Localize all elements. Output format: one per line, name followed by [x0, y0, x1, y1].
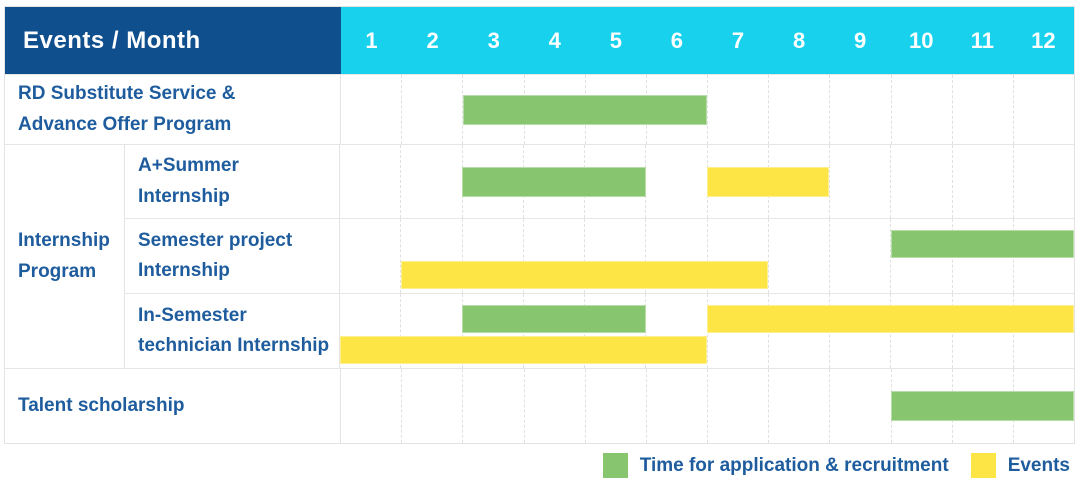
month-gridline-column: [402, 75, 464, 144]
month-header-cell: 12: [1031, 27, 1056, 53]
month-header-strip: 1 2 3 4 5 6 7 8 9 10 11 12: [341, 7, 1074, 74]
month-gridline-column: [769, 145, 830, 218]
month-gridline-column: [769, 369, 831, 443]
row-in-semester-technician: In-Semester technician Internship: [125, 293, 1074, 368]
row-semester-project: Semester project Internship: [125, 218, 1074, 293]
chart-a-plus-summer: [340, 145, 1074, 218]
month-gridline-column: [769, 75, 831, 144]
month-gridline-column: [646, 294, 708, 368]
month-gridline-column: [708, 219, 769, 293]
month-gridline-column: [340, 294, 402, 368]
month-header-cell: 7: [731, 27, 745, 53]
row-label-rd-substitute: RD Substitute Service & Advance Offer Pr…: [5, 75, 341, 144]
month-gridline-column: [1014, 145, 1074, 218]
month-gridline-column: [340, 219, 402, 293]
month-gridline-column: [891, 145, 953, 218]
month-gridline-column: [401, 219, 463, 293]
month-gridline-column: [647, 369, 709, 443]
month-gridline-column: [646, 145, 708, 218]
legend-item-events: Events: [970, 453, 1070, 478]
legend-label-events: Events: [1007, 454, 1070, 476]
chart-talent-scholarship: [341, 369, 1074, 443]
month-gridline-column: [769, 219, 830, 293]
row-rd-substitute: RD Substitute Service & Advance Offer Pr…: [5, 74, 1074, 144]
month-gridline-column: [892, 75, 953, 144]
month-header-cell: 6: [670, 27, 684, 53]
legend: Time for application & recruitment Event…: [602, 453, 1070, 478]
month-gridline-column: [953, 145, 1014, 218]
month-gridline-column: [647, 75, 709, 144]
month-gridline-column: [830, 75, 892, 144]
row-talent-scholarship: Talent scholarship: [5, 368, 1074, 443]
events-month-header: Events / Month: [5, 7, 341, 74]
month-gridline-column: [341, 75, 403, 144]
month-gridline-column: [586, 369, 647, 443]
month-gridline-column: [830, 219, 892, 293]
month-header-cell: 2: [426, 27, 439, 53]
green-schedule-bar: [890, 391, 1074, 421]
month-header-cell: 11: [970, 27, 994, 53]
month-gridline-column: [463, 369, 525, 443]
yellow-swatch-icon: [970, 453, 996, 478]
legend-label-application-recruitment: Time for application & recruitment: [639, 454, 949, 476]
yellow-schedule-bar: [340, 336, 707, 364]
green-schedule-bar: [463, 94, 708, 125]
month-gridline-column: [708, 75, 770, 144]
month-header-cell: 10: [909, 27, 934, 53]
month-gridline-column: [1014, 75, 1074, 144]
month-gridline-column: [340, 145, 402, 218]
green-schedule-bar: [462, 305, 646, 333]
row-label-talent-scholarship: Talent scholarship: [5, 369, 341, 443]
row-label-a-plus-summer: A+Summer Internship: [125, 145, 340, 218]
yellow-schedule-bar: [707, 305, 1074, 333]
month-header-cell: 1: [365, 27, 378, 53]
month-gridline-column: [402, 369, 464, 443]
gantt-table: Events / Month 1 2 3 4 5 6 7 8 9 10 11 12 RD Substi…: [4, 6, 1075, 444]
month-gridline-column: [525, 369, 586, 443]
group-label-internship-program: Internship Program: [5, 145, 125, 368]
row-label-semester-project: Semester project Internship: [125, 219, 340, 293]
legend-item-application-recruitment: Time for application & recruitment: [602, 453, 949, 478]
month-gridline-column: [585, 219, 647, 293]
month-gridline-column: [401, 145, 463, 218]
month-gridline-column: [524, 219, 585, 293]
yellow-schedule-bar: [401, 261, 769, 289]
month-gridlines: [341, 75, 1074, 144]
month-header-cell: 9: [854, 27, 867, 53]
month-header-cell: 8: [792, 27, 806, 53]
green-swatch-icon: [602, 453, 628, 478]
month-gridline-column: [341, 369, 403, 443]
month-header-cell: 5: [609, 27, 622, 53]
group-rows: A+Summer Internship Semester project Int…: [125, 145, 1074, 368]
month-gridline-column: [830, 369, 892, 443]
row-a-plus-summer: A+Summer Internship: [125, 145, 1074, 218]
green-schedule-bar: [890, 230, 1074, 258]
table-header-row: Events / Month 1 2 3 4 5 6 7 8 9 10 11 12: [5, 7, 1074, 74]
group-internship-program: Internship Program A+Summer Internship S…: [5, 144, 1074, 368]
month-header-cell: 3: [487, 27, 500, 53]
month-gridline-column: [463, 219, 524, 293]
month-header-cell: 4: [548, 27, 561, 53]
chart-semester-project: [340, 219, 1074, 293]
green-schedule-bar: [462, 166, 646, 197]
month-gridline-column: [401, 294, 463, 368]
month-gridline-column: [830, 145, 892, 218]
chart-in-semester-technician: [340, 294, 1074, 368]
month-gridline-column: [708, 369, 770, 443]
yellow-schedule-bar: [707, 166, 830, 197]
row-label-in-semester-technician: In-Semester technician Internship: [125, 294, 340, 368]
chart-rd-substitute: [341, 75, 1074, 144]
month-gridline-column: [646, 219, 708, 293]
month-gridline-column: [953, 75, 1014, 144]
